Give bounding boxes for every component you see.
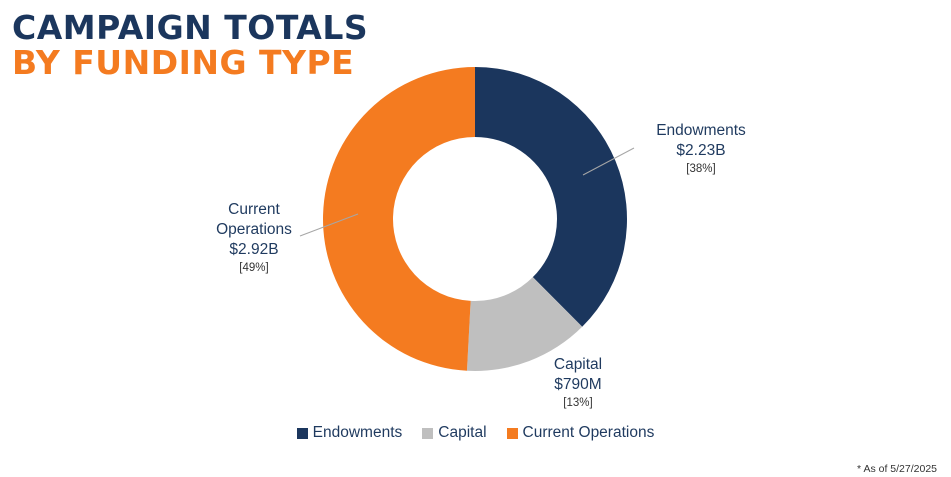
legend-label-endowments: Endowments	[312, 424, 403, 441]
slice-label-current-operations-percent: [49%]	[239, 262, 268, 274]
legend-item-current-operations: Current Operations	[506, 424, 655, 442]
slice-label-current-operations-value: $2.92B	[229, 241, 278, 258]
slice-label-current-operations-name-1: Operations	[216, 221, 292, 238]
leader-line-current-operations	[299, 213, 359, 237]
legend-label-current-operations: Current Operations	[522, 424, 655, 441]
slice-label-capital-percent: [13%]	[563, 397, 592, 409]
leader-line-endowments	[582, 147, 635, 176]
legend-swatch-capital	[422, 427, 434, 439]
chart-title-line-1: CAMPAIGN TOTALS	[12, 8, 369, 47]
chart-legend: Endowments Capital Current Operations	[0, 424, 951, 442]
legend-item-endowments: Endowments	[296, 424, 403, 442]
slice-capital	[466, 277, 583, 372]
leader-lines	[299, 147, 635, 237]
slice-label-endowments-percent: [38%]	[686, 163, 715, 175]
legend-label-capital: Capital	[438, 424, 487, 441]
slice-label-endowments-name-0: Endowments	[656, 122, 746, 139]
donut-slices	[322, 67, 627, 372]
legend-swatch-endowments	[296, 427, 308, 439]
slice-endowments	[475, 67, 627, 327]
slice-label-endowments-value: $2.23B	[676, 142, 725, 159]
slice-label-capital-value: $790M	[554, 376, 601, 393]
slice-label-capital-name-0: Capital	[554, 356, 602, 373]
legend-swatch-current-operations	[506, 427, 518, 439]
slice-labels: Endowments $2.23B [38%] Capital $790M [13%] Cu…	[216, 122, 746, 409]
legend-item-capital: Capital	[422, 424, 487, 442]
slice-current-operations	[322, 67, 475, 371]
footnote: * As of 5/27/2025	[857, 463, 937, 475]
slice-label-current-operations-name-0: Current	[228, 201, 280, 218]
chart-title-line-2: BY FUNDING TYPE	[12, 43, 355, 82]
